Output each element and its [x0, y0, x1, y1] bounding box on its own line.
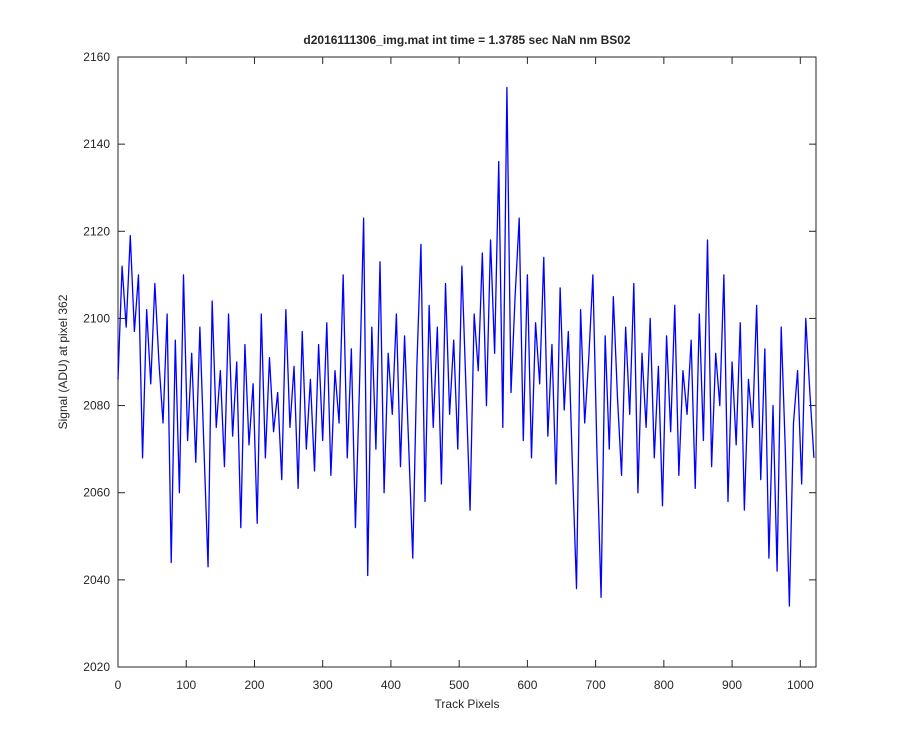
y-tick-label: 2040	[83, 573, 110, 587]
x-tick-label: 1000	[787, 678, 814, 692]
plot-frame	[117, 56, 817, 668]
y-tick-label: 2120	[83, 224, 110, 238]
x-tick-label: 800	[654, 678, 674, 692]
y-axis-label: Signal (ADU) at pixel 362	[56, 294, 70, 429]
x-tick-label: 200	[244, 678, 264, 692]
x-tick-label: 900	[722, 678, 742, 692]
x-tick-label: 500	[449, 678, 469, 692]
x-tick-label: 300	[313, 678, 333, 692]
x-axis-label: Track Pixels	[435, 697, 500, 711]
x-tick-label: 100	[176, 678, 196, 692]
x-tick-label: 400	[381, 678, 401, 692]
y-tick-label: 2060	[83, 486, 110, 500]
x-tick-label: 600	[517, 678, 537, 692]
y-tick-label: 2100	[83, 311, 110, 325]
data-line	[117, 86, 815, 607]
x-tick-label: 700	[586, 678, 606, 692]
chart-title: d2016111306_img.mat int time = 1.3785 se…	[303, 33, 631, 47]
x-tick-label: 0	[115, 678, 122, 692]
y-tick-label: 2160	[83, 50, 110, 64]
y-tick-label: 2080	[83, 399, 110, 413]
y-tick-label: 2140	[83, 137, 110, 151]
y-tick-label: 2020	[83, 660, 110, 674]
